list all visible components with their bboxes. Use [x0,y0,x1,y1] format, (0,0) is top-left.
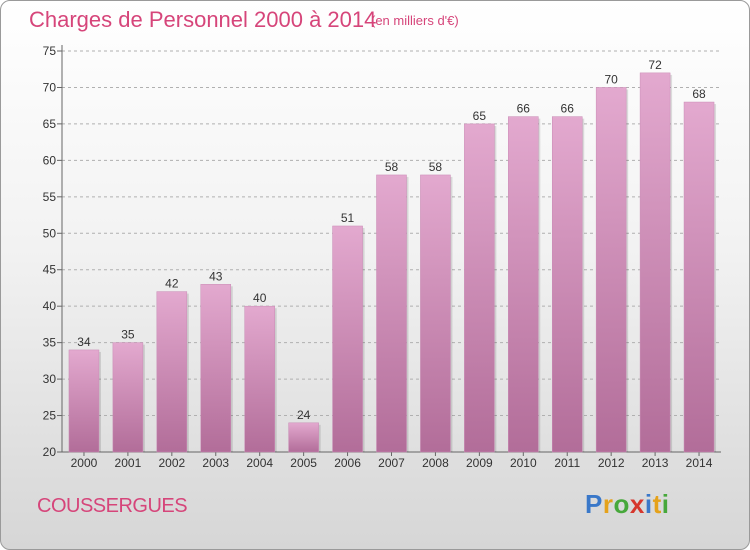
x-tick-label: 2001 [115,456,142,470]
x-tick-label: 2004 [246,456,273,470]
logo-letter: i [644,489,653,519]
logo-letter: o [613,489,630,519]
data-label: 40 [253,291,267,305]
x-tick-label: 2009 [466,456,493,470]
data-label: 70 [604,72,618,86]
bar [420,174,451,453]
y-tick-label: 25 [43,409,57,423]
bar [288,422,319,453]
bar [639,72,671,453]
bar [244,305,275,453]
logo-letter: t [652,489,662,519]
x-tick-label: 2011 [554,456,580,470]
data-label: 58 [429,160,443,174]
x-tick-label: 2002 [158,456,185,470]
data-label: 58 [385,160,399,174]
y-tick-label: 50 [43,226,57,240]
proxiti-logo[interactable]: Proxiti [585,489,669,520]
bar [200,284,232,453]
x-tick-label: 2006 [334,456,361,470]
x-tick-label: 2012 [598,456,625,470]
bar [332,225,363,453]
x-tick-label: 2000 [71,456,98,470]
y-tick-label: 35 [43,336,57,350]
y-tick-label: 20 [43,445,57,459]
logo-letter: r [602,489,614,519]
chart-subtitle: (en milliers d'€) [371,13,459,28]
x-tick-label: 2010 [510,456,537,470]
bar [683,101,715,453]
bar [464,123,495,453]
data-label: 43 [209,269,223,283]
logo-letter: P [585,489,603,519]
data-label: 24 [297,408,311,422]
data-label: 35 [121,328,135,342]
bar [508,116,539,453]
chart-title: Charges de Personnel 2000 à 2014 [29,7,377,32]
data-label: 51 [341,211,355,225]
y-tick-label: 60 [43,153,57,167]
bar [156,291,188,453]
logo-letter: x [629,489,645,519]
data-label: 42 [165,277,179,291]
data-label: 66 [517,102,531,116]
y-tick-label: 30 [43,372,57,386]
bar [551,116,583,453]
x-tick-label: 2007 [378,456,405,470]
bar [68,349,100,453]
y-tick-label: 70 [43,80,57,94]
y-tick-label: 45 [43,263,57,277]
data-label: 72 [648,58,662,72]
x-tick-label: 2013 [642,456,669,470]
data-label: 34 [77,335,91,349]
data-label: 65 [473,109,487,123]
bars [68,72,717,453]
labels: 20 25 30 35 40 45 50 55 60 65 70 75 34 2000 35 2001 42 20… [43,44,713,470]
bar [112,342,144,453]
y-tick-label: 40 [43,299,57,313]
x-tick-label: 2008 [422,456,449,470]
x-tick-label: 2003 [202,456,229,470]
y-tick-label: 55 [43,190,57,204]
data-label: 68 [692,87,706,101]
commune-name: COUSSERGUES [37,495,188,517]
y-tick-label: 65 [43,117,57,131]
logo-letter: i [661,489,670,519]
data-label: 66 [561,102,575,116]
y-tick-label: 75 [43,44,57,58]
bar [595,87,627,453]
bar [376,174,407,453]
x-tick-label: 2005 [290,456,317,470]
x-tick-label: 2014 [686,456,713,470]
